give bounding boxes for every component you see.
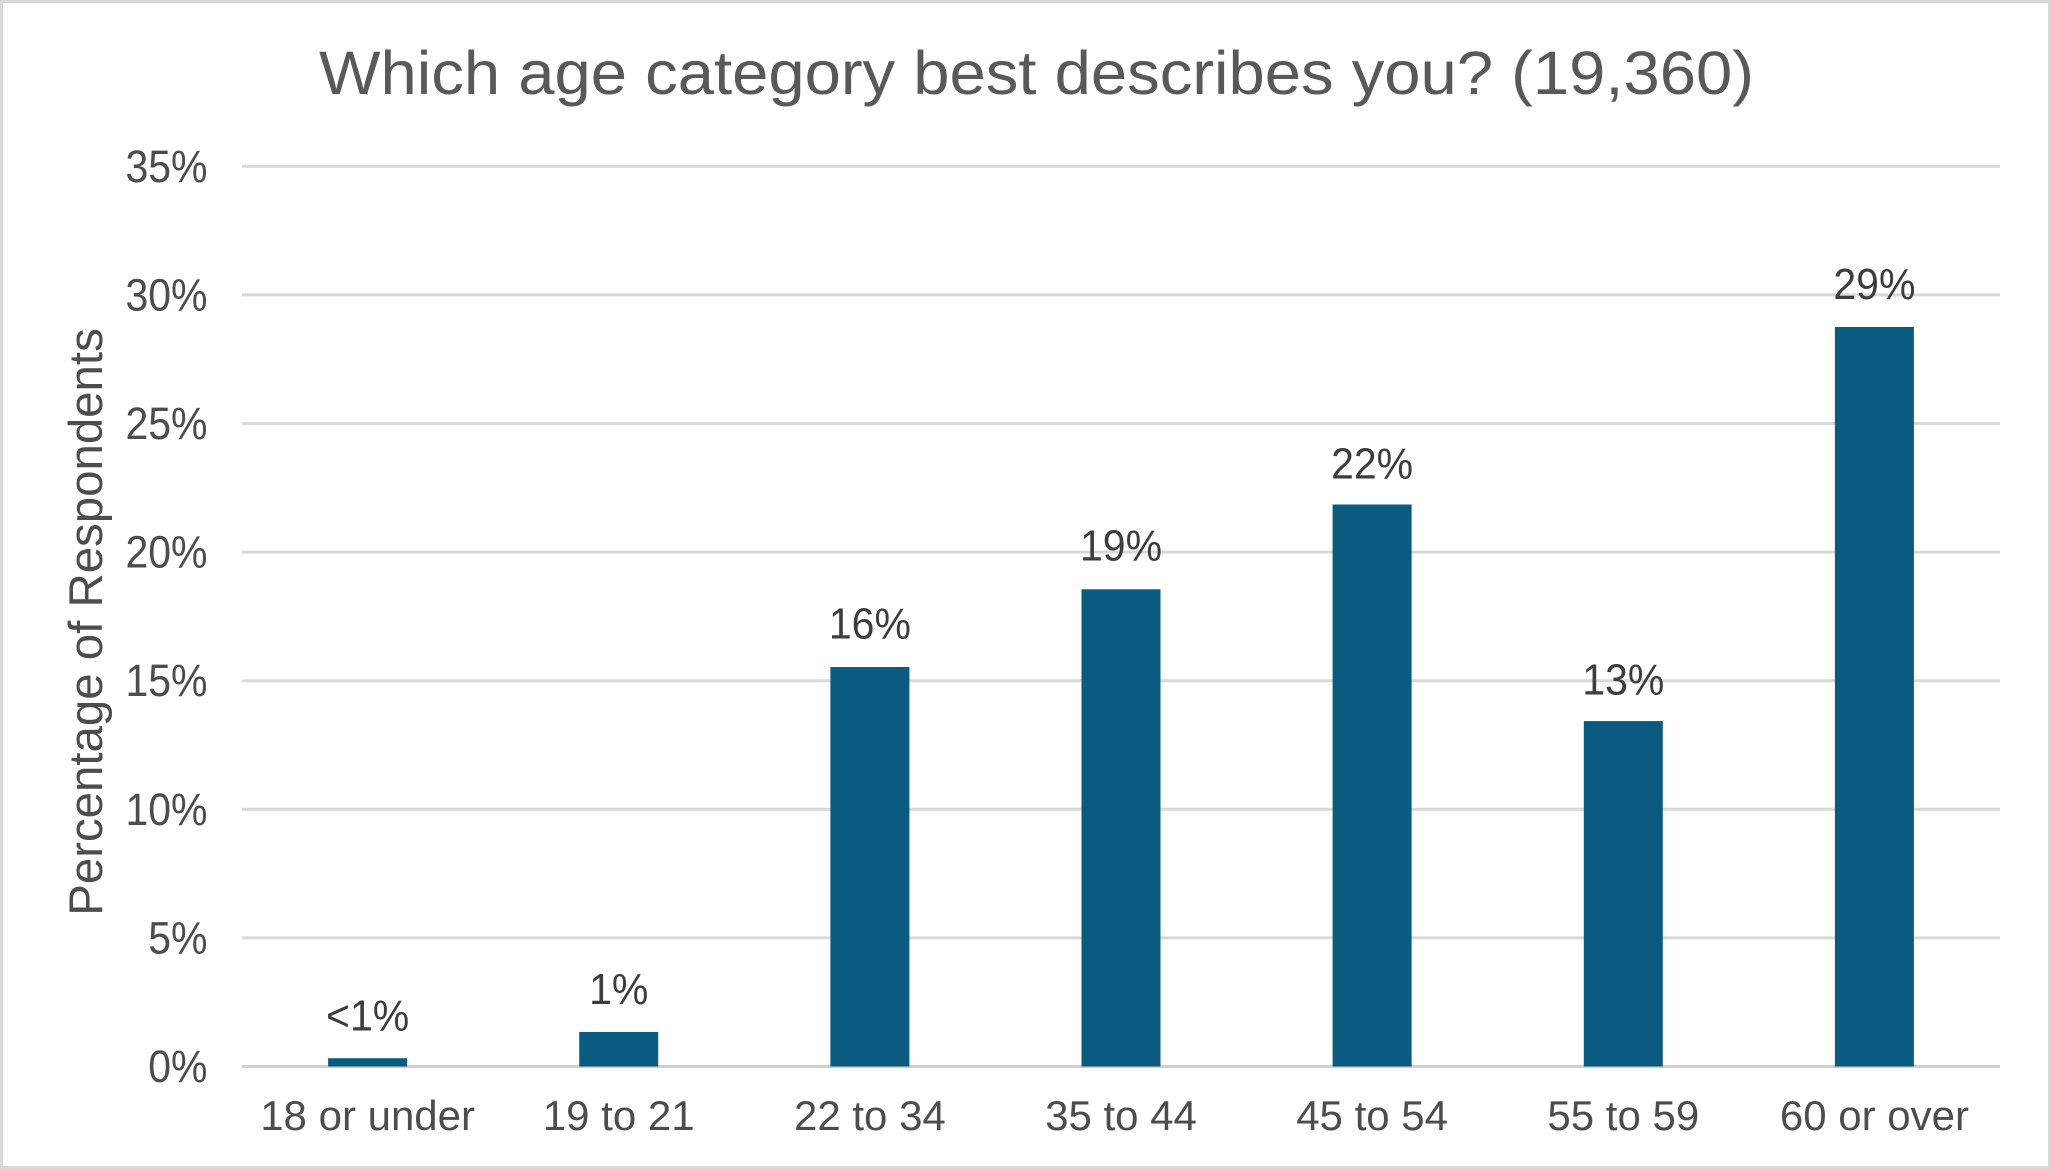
svg-text:25%: 25%: [125, 399, 207, 449]
svg-text:22 to 34: 22 to 34: [794, 1092, 946, 1139]
svg-text:22%: 22%: [1331, 439, 1413, 488]
svg-text:19%: 19%: [1080, 521, 1162, 570]
svg-text:30%: 30%: [125, 271, 207, 321]
svg-text:<1%: <1%: [326, 991, 409, 1040]
svg-text:35%: 35%: [125, 142, 207, 192]
svg-text:0%: 0%: [148, 1042, 207, 1092]
svg-text:Which age category best descri: Which age category best describes you? (…: [319, 40, 1754, 108]
svg-text:18 or under: 18 or under: [260, 1092, 475, 1139]
svg-text:5%: 5%: [148, 914, 207, 964]
svg-text:45 to 54: 45 to 54: [1296, 1092, 1448, 1139]
svg-text:Percentage of Respondents: Percentage of Respondents: [60, 328, 113, 916]
svg-text:60 or over: 60 or over: [1780, 1092, 1969, 1139]
svg-text:16%: 16%: [829, 599, 911, 648]
svg-text:20%: 20%: [125, 528, 207, 578]
svg-text:29%: 29%: [1833, 260, 1915, 309]
svg-text:13%: 13%: [1582, 655, 1664, 704]
svg-text:1%: 1%: [589, 965, 648, 1014]
svg-text:19 to 21: 19 to 21: [543, 1092, 695, 1139]
svg-text:35 to 44: 35 to 44: [1045, 1092, 1197, 1139]
svg-text:55 to 59: 55 to 59: [1547, 1092, 1699, 1139]
svg-text:15%: 15%: [125, 656, 207, 706]
svg-text:10%: 10%: [125, 785, 207, 835]
